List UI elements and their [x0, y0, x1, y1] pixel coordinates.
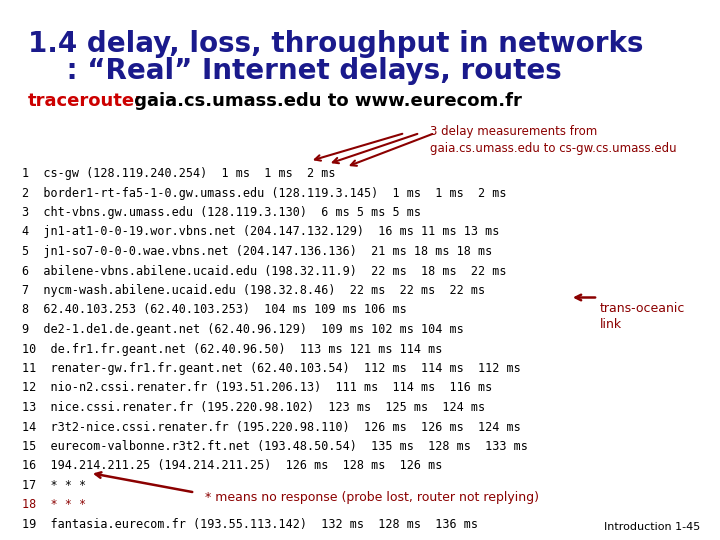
Text: 13  nice.cssi.renater.fr (195.220.98.102)  123 ms  125 ms  124 ms: 13 nice.cssi.renater.fr (195.220.98.102)…	[22, 401, 485, 414]
Text: 18  * * *: 18 * * *	[22, 498, 86, 511]
Text: 3 delay measurements from
gaia.cs.umass.edu to cs-gw.cs.umass.edu: 3 delay measurements from gaia.cs.umass.…	[430, 125, 677, 155]
Text: gaia.cs.umass.edu to www.eurecom.fr: gaia.cs.umass.edu to www.eurecom.fr	[128, 92, 522, 110]
Text: 7  nycm-wash.abilene.ucaid.edu (198.32.8.46)  22 ms  22 ms  22 ms: 7 nycm-wash.abilene.ucaid.edu (198.32.8.…	[22, 284, 485, 297]
Text: 1.4 delay, loss, throughput in networks: 1.4 delay, loss, throughput in networks	[28, 30, 644, 58]
Text: 4  jn1-at1-0-0-19.wor.vbns.net (204.147.132.129)  16 ms 11 ms 13 ms: 4 jn1-at1-0-0-19.wor.vbns.net (204.147.1…	[22, 226, 500, 239]
Text: 16  194.214.211.25 (194.214.211.25)  126 ms  128 ms  126 ms: 16 194.214.211.25 (194.214.211.25) 126 m…	[22, 460, 442, 472]
Text: trans-oceanic
link: trans-oceanic link	[600, 301, 685, 332]
Text: 11  renater-gw.fr1.fr.geant.net (62.40.103.54)  112 ms  114 ms  112 ms: 11 renater-gw.fr1.fr.geant.net (62.40.10…	[22, 362, 521, 375]
Text: 14  r3t2-nice.cssi.renater.fr (195.220.98.110)  126 ms  126 ms  124 ms: 14 r3t2-nice.cssi.renater.fr (195.220.98…	[22, 421, 521, 434]
Text: 15  eurecom-valbonne.r3t2.ft.net (193.48.50.54)  135 ms  128 ms  133 ms: 15 eurecom-valbonne.r3t2.ft.net (193.48.…	[22, 440, 528, 453]
Text: 3  cht-vbns.gw.umass.edu (128.119.3.130)  6 ms 5 ms 5 ms: 3 cht-vbns.gw.umass.edu (128.119.3.130) …	[22, 206, 421, 219]
Text: 12  nio-n2.cssi.renater.fr (193.51.206.13)  111 ms  114 ms  116 ms: 12 nio-n2.cssi.renater.fr (193.51.206.13…	[22, 381, 492, 395]
Text: : “Real” Internet delays, routes: : “Real” Internet delays, routes	[28, 57, 562, 85]
Text: 19  fantasia.eurecom.fr (193.55.113.142)  132 ms  128 ms  136 ms: 19 fantasia.eurecom.fr (193.55.113.142) …	[22, 518, 478, 531]
Text: * means no response (probe lost, router not replying): * means no response (probe lost, router …	[205, 490, 539, 503]
Text: 10  de.fr1.fr.geant.net (62.40.96.50)  113 ms 121 ms 114 ms: 10 de.fr1.fr.geant.net (62.40.96.50) 113…	[22, 342, 442, 355]
Text: 9  de2-1.de1.de.geant.net (62.40.96.129)  109 ms 102 ms 104 ms: 9 de2-1.de1.de.geant.net (62.40.96.129) …	[22, 323, 464, 336]
Text: traceroute:: traceroute:	[28, 92, 143, 110]
Text: Introduction 1-45: Introduction 1-45	[604, 522, 700, 532]
Text: 6  abilene-vbns.abilene.ucaid.edu (198.32.11.9)  22 ms  18 ms  22 ms: 6 abilene-vbns.abilene.ucaid.edu (198.32…	[22, 265, 506, 278]
Text: 17  * * *: 17 * * *	[22, 479, 86, 492]
Text: 2  border1-rt-fa5-1-0.gw.umass.edu (128.119.3.145)  1 ms  1 ms  2 ms: 2 border1-rt-fa5-1-0.gw.umass.edu (128.1…	[22, 186, 506, 199]
Text: 1  cs-gw (128.119.240.254)  1 ms  1 ms  2 ms: 1 cs-gw (128.119.240.254) 1 ms 1 ms 2 ms	[22, 167, 336, 180]
Text: 8  62.40.103.253 (62.40.103.253)  104 ms 109 ms 106 ms: 8 62.40.103.253 (62.40.103.253) 104 ms 1…	[22, 303, 407, 316]
Text: 5  jn1-so7-0-0-0.wae.vbns.net (204.147.136.136)  21 ms 18 ms 18 ms: 5 jn1-so7-0-0-0.wae.vbns.net (204.147.13…	[22, 245, 492, 258]
